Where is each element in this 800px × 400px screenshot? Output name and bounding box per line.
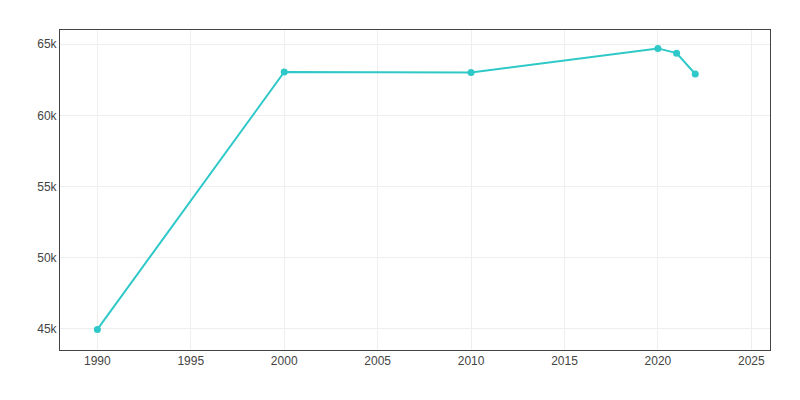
svg-text:2005: 2005	[364, 354, 391, 368]
svg-text:2000: 2000	[271, 354, 298, 368]
svg-text:1990: 1990	[84, 354, 111, 368]
svg-text:2010: 2010	[458, 354, 485, 368]
svg-text:60k: 60k	[37, 109, 57, 123]
svg-text:50k: 50k	[37, 251, 57, 265]
svg-text:2020: 2020	[645, 354, 672, 368]
svg-text:1995: 1995	[177, 354, 204, 368]
svg-text:2025: 2025	[738, 354, 765, 368]
svg-text:2015: 2015	[551, 354, 578, 368]
svg-text:65k: 65k	[37, 37, 57, 51]
svg-text:55k: 55k	[37, 180, 57, 194]
svg-text:45k: 45k	[37, 322, 57, 336]
